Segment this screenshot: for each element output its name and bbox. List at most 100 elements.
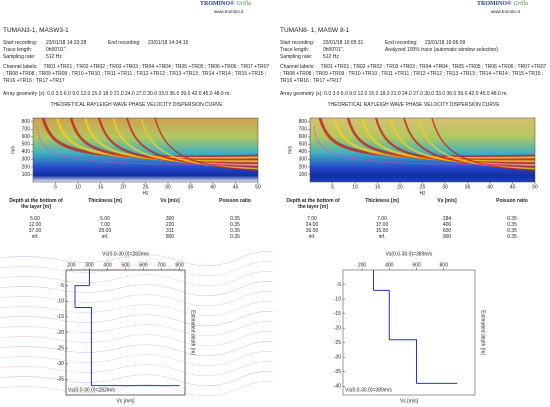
table-cell: 17.00 (375, 222, 389, 228)
y-tick-label: -20 (334, 325, 341, 331)
table-header: Thickness [m] (88, 198, 122, 204)
trace-line (0, 331, 273, 347)
y-tick-label: -35 (57, 377, 64, 383)
x-tick-label: 25 (143, 184, 149, 190)
trace-line (0, 291, 273, 307)
heatmap-band (403, 118, 535, 168)
y-tick-label: 600 (22, 134, 31, 140)
array-geometry: Array geometry (x): 0.0 3.0 6.0 9.0 12.0… (3, 91, 231, 97)
y-tick-label: 300 (22, 157, 31, 163)
y-tick-label: -10 (57, 299, 64, 305)
y-tick-label: 700 (22, 127, 31, 133)
x-tick-label: 600 (139, 262, 148, 268)
end-value: 23/01/18 14:34:15 (148, 40, 189, 46)
y-tick-label: -15 (334, 311, 341, 317)
x-tick-label: 400 (103, 262, 112, 268)
vs-layer (389, 339, 417, 384)
heatmap-band (318, 118, 535, 159)
report-title: TUMAN3-1, MASW3-1 (3, 27, 69, 34)
heatmap-band (417, 118, 535, 170)
y-tick-label: 200 (22, 164, 31, 170)
heatmap-band (431, 118, 535, 172)
x-tick-label: 20 (120, 184, 126, 190)
table-cell: 0.35 (507, 234, 517, 240)
channel-labels-title: Channel labels: (3, 64, 38, 70)
y-tick-label: 400 (22, 149, 31, 155)
table-cell: 400 (442, 222, 452, 228)
y-tick-label: 500 (299, 142, 308, 148)
y-tick-label: -10 (334, 296, 341, 302)
x-tick-label: 45 (233, 184, 239, 190)
vs-layer (74, 285, 90, 308)
heatmap-band (140, 118, 258, 170)
y-tick-label: 700 (299, 127, 308, 133)
y-tick-label: 800 (299, 119, 308, 125)
table-cell: 600 (442, 228, 452, 234)
table-cell: 12.00 (28, 222, 42, 228)
table-cell: 0.35 (230, 228, 240, 234)
y-tick-label: -20 (57, 330, 64, 336)
x-axis-label: Hz (142, 190, 149, 196)
table-cell: 0.35 (230, 222, 240, 228)
table-cell: 0.35 (507, 228, 517, 234)
channel-labels-list: TR01 +TR01 ; TR02 +TR02 ; TR03 +TR03 ; T… (3, 64, 270, 84)
profile-y-label: Estimated depth [m] (190, 310, 196, 355)
y-axis-label: m/s (10, 145, 16, 154)
table-cell: 5.00 (100, 216, 110, 222)
dispersion-heatmap (33, 118, 258, 182)
y-tick-label: -35 (334, 369, 341, 375)
end-label: End recording: (108, 40, 141, 46)
logo-script: Grilla (513, 1, 529, 7)
logo: TROMINO® Grilla (200, 1, 251, 7)
y-tick-label: 300 (299, 157, 308, 163)
table-cell: 900 (442, 234, 452, 240)
heatmap-band (126, 118, 258, 168)
table-cell: 5.00 (30, 216, 40, 222)
trace-value: 0h00'01''. (46, 47, 67, 53)
x-tick-label: 5 (54, 184, 57, 190)
x-tick-label: 20 (397, 184, 403, 190)
heatmap-band (374, 118, 535, 165)
start-value: 23/01/18 14:33:28 (46, 40, 87, 46)
profile-x-label: Vs [m/s] (116, 398, 135, 404)
trace-line (0, 261, 273, 277)
profile-bottom-label: Vs(0.0-30.0)=282m/s (68, 387, 115, 393)
logo-brand: TROMINO® (200, 1, 235, 7)
profile-bottom-label: Vs(0.0-30.0)=389m/s (345, 387, 392, 393)
y-axis-label: m/s (287, 145, 293, 154)
heatmap-band (41, 118, 258, 159)
website: www.tromino.it (491, 9, 521, 14)
logo: TROMINO® Grilla (477, 1, 528, 7)
trace-line (0, 311, 273, 327)
channel-labels: Channel labels: TR01 +TR01 ; TR02 +TR02 ;… (280, 64, 548, 85)
profile-frame (342, 269, 476, 396)
report-title: TUMAN8- 1, MASW 8-1 (280, 27, 350, 34)
x-tick-label: 40 (210, 184, 216, 190)
x-tick-label: 700 (157, 262, 166, 268)
trace-line (0, 381, 273, 397)
x-tick-label: 800 (175, 262, 184, 268)
x-axis-label: Hz (419, 190, 426, 196)
trace-line (0, 321, 273, 337)
heatmap-band (360, 118, 535, 163)
table-cell: inf. (308, 234, 316, 240)
y-tick-label: 100 (299, 172, 308, 178)
trace-note: Analyzed 100% trace (automatic window se… (385, 47, 498, 53)
table-cell: 39.00 (305, 228, 319, 234)
x-tick-label: 200 (358, 262, 367, 268)
table-cell: 311 (166, 228, 174, 234)
trace-line (0, 281, 273, 297)
table-cell: 7.00 (100, 222, 110, 228)
x-tick-label: 300 (85, 262, 94, 268)
dispersion-title: THEORETICAL RAYLEIGH WAVE PHASE VELOCITY… (327, 102, 500, 108)
x-tick-label: 10 (352, 184, 358, 190)
y-tick-label: 500 (22, 142, 31, 148)
table-cell: inf. (101, 234, 109, 240)
y-tick-label: 800 (22, 119, 31, 125)
table-cell: 284 (442, 216, 452, 222)
table-cell: 300 (165, 216, 175, 222)
start-value: 23/01/18 16:05:31 (323, 40, 364, 46)
x-tick-label: 15 (98, 184, 104, 190)
vs-layer (75, 307, 92, 386)
